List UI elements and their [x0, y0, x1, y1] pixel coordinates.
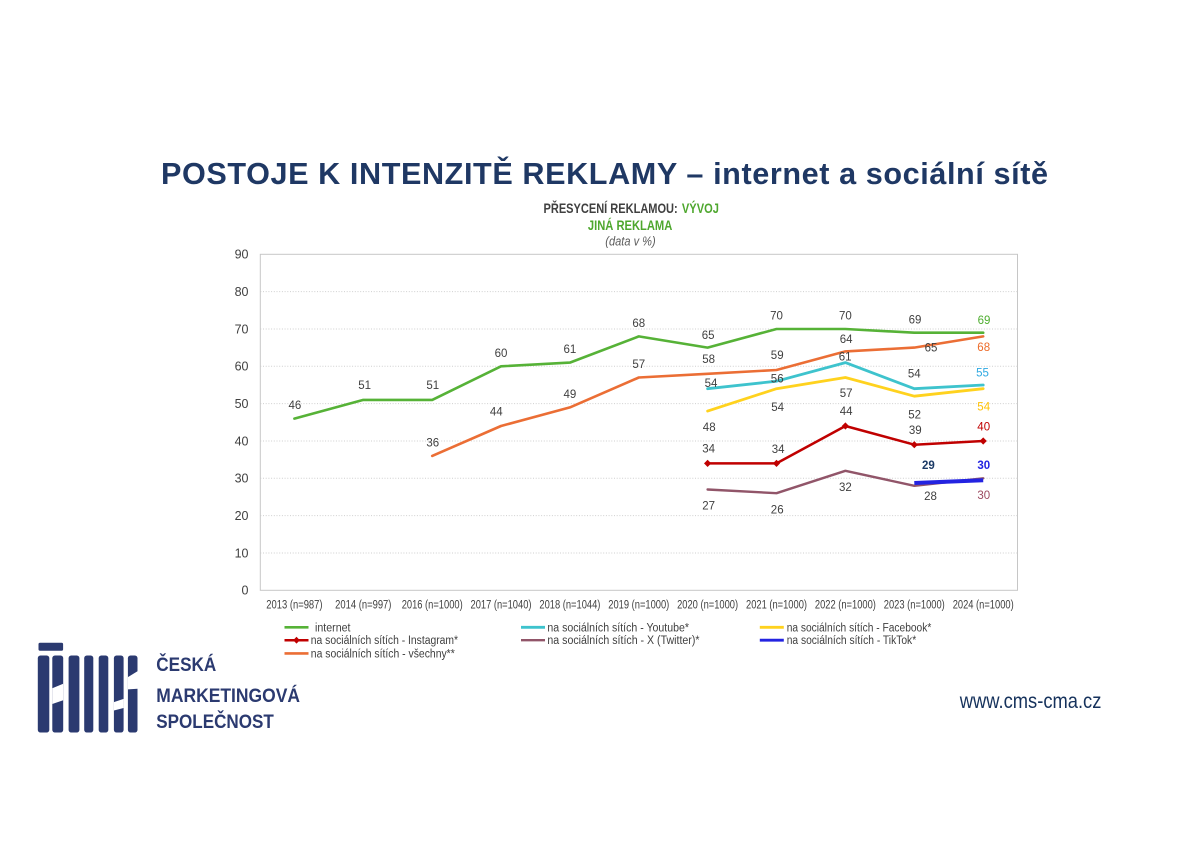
svg-text:2022 (n=1000): 2022 (n=1000) [815, 600, 876, 612]
svg-text:28: 28 [924, 491, 937, 503]
svg-text:54: 54 [705, 378, 718, 390]
svg-text:65: 65 [925, 343, 938, 355]
svg-text:20: 20 [235, 509, 249, 523]
svg-text:64: 64 [840, 334, 853, 346]
svg-text:59: 59 [771, 350, 784, 362]
svg-text:na sociálních sítích - Instagr: na sociálních sítích - Instagram* [311, 635, 459, 647]
svg-text:2023 (n=1000): 2023 (n=1000) [884, 600, 945, 612]
svg-text:www.cms-cma.cz: www.cms-cma.cz [959, 689, 1101, 713]
svg-text:46: 46 [289, 400, 302, 412]
svg-text:na sociálních sítích - všechny: na sociálních sítích - všechny** [311, 648, 455, 660]
svg-text:30: 30 [977, 460, 990, 472]
svg-text:56: 56 [771, 373, 784, 385]
svg-text:JINÁ REKLAMA: JINÁ REKLAMA [588, 217, 672, 233]
svg-text:69: 69 [909, 314, 922, 326]
svg-text:2024 (n=1000): 2024 (n=1000) [953, 600, 1014, 612]
svg-text:54: 54 [908, 368, 921, 380]
svg-text:2019 (n=1000): 2019 (n=1000) [608, 600, 669, 612]
svg-text:30: 30 [977, 490, 990, 502]
svg-text:POSTOJE K INTENZITĚ REKLAMY –: POSTOJE K INTENZITĚ REKLAMY – internet a… [161, 155, 1048, 191]
svg-text:10: 10 [235, 546, 249, 560]
svg-text:60: 60 [495, 348, 508, 360]
svg-text:57: 57 [632, 359, 645, 371]
svg-text:2016 (n=1000): 2016 (n=1000) [402, 600, 463, 612]
svg-text:2021 (n=1000): 2021 (n=1000) [746, 600, 807, 612]
svg-text:na sociálních sítích - Youtube: na sociálních sítích - Youtube* [547, 622, 689, 634]
svg-text:SPOLEČNOST: SPOLEČNOST [156, 709, 274, 733]
svg-text:54: 54 [771, 402, 784, 414]
svg-text:51: 51 [358, 380, 371, 392]
svg-text:na sociálních sítích - Faceboo: na sociálních sítích - Facebook* [787, 622, 932, 634]
svg-text:40: 40 [977, 421, 990, 433]
svg-text:61: 61 [564, 344, 577, 356]
svg-text:ČESKÁ: ČESKÁ [156, 652, 216, 676]
svg-text:51: 51 [426, 380, 439, 392]
svg-text:0: 0 [242, 584, 249, 598]
svg-text:2018 (n=1044): 2018 (n=1044) [539, 600, 600, 612]
svg-text:MARKETINGOVÁ: MARKETINGOVÁ [156, 684, 300, 707]
svg-text:90: 90 [235, 248, 249, 262]
svg-text:57: 57 [840, 388, 853, 400]
svg-text:40: 40 [235, 434, 249, 448]
svg-text:50: 50 [235, 397, 249, 411]
svg-text:36: 36 [426, 438, 439, 450]
svg-text:55: 55 [976, 367, 989, 379]
svg-text:70: 70 [235, 322, 249, 336]
svg-text:internet: internet [315, 622, 351, 634]
svg-text:44: 44 [490, 407, 503, 419]
svg-text:58: 58 [702, 354, 715, 366]
svg-text:32: 32 [839, 482, 852, 494]
svg-text:60: 60 [235, 360, 249, 374]
svg-text:(data v %): (data v %) [605, 233, 655, 248]
svg-text:65: 65 [702, 330, 715, 342]
svg-text:29: 29 [922, 460, 935, 472]
svg-text:39: 39 [909, 425, 922, 437]
svg-text:2020 (n=1000): 2020 (n=1000) [677, 600, 738, 612]
svg-text:69: 69 [978, 315, 991, 327]
svg-text:48: 48 [703, 422, 716, 434]
svg-text:68: 68 [977, 342, 990, 354]
svg-text:49: 49 [564, 389, 577, 401]
svg-text:54: 54 [977, 402, 990, 414]
svg-text:2013 (n=987): 2013 (n=987) [266, 600, 322, 612]
svg-text:27: 27 [702, 500, 715, 512]
svg-text:61: 61 [839, 352, 852, 364]
svg-text:30: 30 [235, 472, 249, 486]
svg-text:34: 34 [702, 444, 715, 456]
svg-text:PŘESYCENÍ REKLAMOU:: PŘESYCENÍ REKLAMOU: [544, 199, 678, 216]
svg-text:68: 68 [632, 318, 645, 330]
svg-text:VÝVOJ: VÝVOJ [682, 199, 719, 216]
svg-text:34: 34 [772, 444, 785, 456]
svg-text:26: 26 [771, 505, 784, 517]
svg-text:70: 70 [839, 311, 852, 323]
svg-text:2017 (n=1040): 2017 (n=1040) [471, 600, 532, 612]
svg-text:na sociálních sítích - TikTok*: na sociálních sítích - TikTok* [787, 635, 917, 647]
svg-text:80: 80 [235, 285, 249, 299]
svg-text:2014 (n=997): 2014 (n=997) [335, 600, 391, 612]
svg-text:52: 52 [908, 410, 921, 422]
svg-text:44: 44 [840, 406, 853, 418]
svg-text:na sociálních sítích - X (Twit: na sociálních sítích - X (Twitter)* [547, 635, 700, 647]
svg-text:70: 70 [770, 311, 783, 323]
